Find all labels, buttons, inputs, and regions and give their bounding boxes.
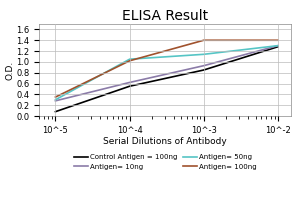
X-axis label: Serial Dilutions of Antibody: Serial Dilutions of Antibody [103, 138, 227, 146]
Line: Antigen= 10ng: Antigen= 10ng [56, 46, 278, 101]
Title: ELISA Result: ELISA Result [122, 9, 208, 23]
Antigen= 100ng [276, 39, 280, 41]
Antigen= 50ng [128, 58, 131, 60]
Control Antigen = 100ng [202, 69, 206, 71]
Antigen= 10ng [54, 100, 57, 102]
Antigen= 10ng [276, 44, 280, 47]
Antigen= 50ng [202, 53, 206, 56]
Line: Control Antigen = 100ng: Control Antigen = 100ng [56, 47, 278, 112]
Antigen= 50ng [276, 44, 280, 47]
Control Antigen = 100ng [276, 46, 280, 48]
Antigen= 100ng [128, 60, 131, 62]
Antigen= 100ng [202, 39, 206, 41]
Antigen= 10ng [202, 64, 206, 67]
Antigen= 100ng [54, 96, 57, 98]
Line: Antigen= 100ng: Antigen= 100ng [56, 40, 278, 97]
Control Antigen = 100ng [54, 110, 57, 113]
Line: Antigen= 50ng: Antigen= 50ng [56, 46, 278, 100]
Y-axis label: O.D.: O.D. [6, 60, 15, 80]
Antigen= 50ng [54, 99, 57, 101]
Legend: Control Antigen = 100ng, Antigen= 10ng, Antigen= 50ng, Antigen= 100ng: Control Antigen = 100ng, Antigen= 10ng, … [74, 154, 256, 170]
Antigen= 10ng [128, 81, 131, 84]
Control Antigen = 100ng [128, 85, 131, 87]
